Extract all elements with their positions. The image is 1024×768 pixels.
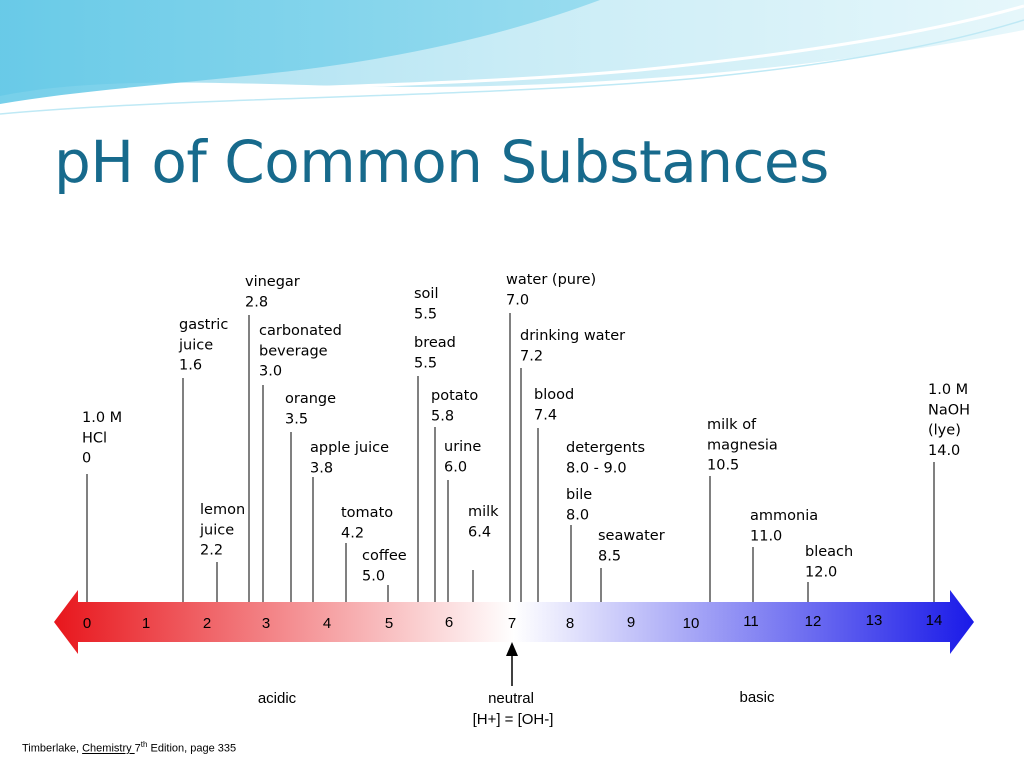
- citation-book: Chemistry: [82, 742, 135, 755]
- substance-label-17: detergents 8.0 - 9.0: [566, 440, 645, 476]
- ph-tick-13: 13: [866, 612, 883, 629]
- ph-tick-1: 1: [142, 615, 150, 632]
- substance-label-23: 1.0 M NaOH (lye) 14.0: [928, 382, 970, 459]
- citation-rest: Edition, page 335: [147, 742, 237, 755]
- substance-label-16: blood 7.4: [534, 387, 574, 423]
- substance-label-19: seawater 8.5: [598, 528, 665, 564]
- ph-tick-12: 12: [805, 613, 822, 630]
- ph-tick-2: 2: [203, 615, 211, 632]
- ph-tick-0: 0: [83, 615, 91, 632]
- substance-label-13: milk 6.4: [468, 504, 499, 540]
- substance-label-11: potato 5.8: [431, 388, 478, 424]
- ph-tick-7: 7: [508, 615, 516, 632]
- basic-label: basic: [739, 689, 775, 706]
- substance-label-1: gastric juice 1.6: [178, 317, 228, 374]
- citation-author: Timberlake,: [22, 742, 83, 755]
- substance-label-18: bile 8.0: [566, 487, 592, 523]
- substance-label-21: ammonia 11.0: [750, 508, 818, 544]
- header-wave-decoration: [0, 0, 1024, 115]
- citation-edition-number: 7: [134, 742, 141, 755]
- substance-label-8: coffee 5.0: [362, 548, 407, 584]
- substance-label-15: drinking water 7.2: [520, 328, 625, 364]
- substance-label-7: tomato 4.2: [341, 505, 393, 541]
- neutral-equation: [H+] = [OH-]: [473, 711, 554, 728]
- substance-label-14: water (pure) 7.0: [506, 272, 596, 308]
- ph-tick-6: 6: [445, 614, 453, 631]
- ph-scale-arrow-bar: [54, 590, 974, 654]
- substance-leader-lines: [86, 313, 935, 602]
- ph-tick-11: 11: [743, 613, 759, 630]
- ph-tick-14: 14: [926, 612, 943, 629]
- substance-label-2: lemon juice 2.2: [199, 502, 245, 559]
- ph-tick-10: 10: [683, 615, 700, 632]
- substance-labels: 1.0 M HCl 0 gastric juice 1.6 lemon juice 2.2 vin…: [82, 272, 970, 584]
- ph-tick-5: 5: [385, 615, 393, 632]
- substance-label-6: apple juice 3.8: [310, 440, 389, 476]
- substance-label-4: carbonated beverage 3.0: [259, 323, 342, 380]
- substance-label-0: 1.0 M HCl 0: [82, 410, 122, 467]
- page-title: pH of Common Substances: [54, 128, 829, 196]
- citation: Timberlake, Chemistry 7th Edition, page …: [22, 740, 236, 755]
- neutral-arrow-head: [506, 642, 518, 656]
- substance-label-3: vinegar 2.8: [245, 274, 300, 310]
- acidic-label: acidic: [258, 690, 297, 707]
- substance-label-22: bleach 12.0: [805, 544, 853, 580]
- ph-tick-4: 4: [323, 615, 331, 632]
- ph-tick-3: 3: [262, 615, 270, 632]
- substance-label-10: bread 5.5: [414, 335, 456, 371]
- ph-tick-8: 8: [566, 615, 574, 632]
- substance-label-9: soil 5.5: [414, 286, 438, 322]
- ph-tick-labels: 0 1 2 3 4 5 6 7 8 9 10 11 12 13 14: [83, 612, 943, 632]
- substance-label-5: orange 3.5: [285, 391, 336, 427]
- substance-label-20: milk of magnesia 10.5: [707, 417, 778, 474]
- neutral-label: neutral: [488, 690, 534, 707]
- substance-label-12: urine 6.0: [444, 439, 481, 475]
- ph-tick-9: 9: [627, 614, 635, 631]
- citation-edition-suffix: th: [140, 740, 148, 749]
